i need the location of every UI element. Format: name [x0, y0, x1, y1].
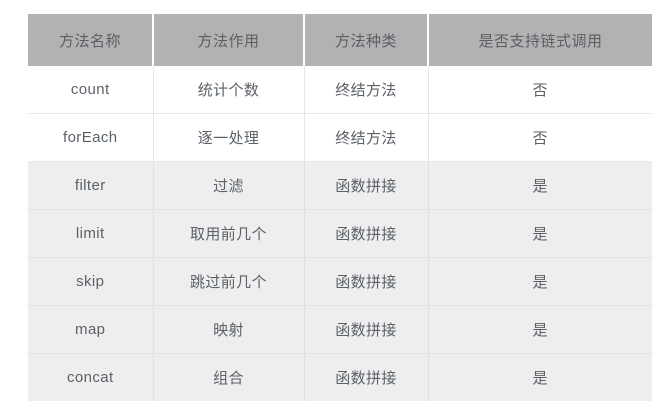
cell-method-effect: 统计个数	[153, 66, 305, 114]
method-table-container: 方法名称 方法作用 方法种类 是否支持链式调用 count 统计个数 终结方法 …	[28, 14, 652, 401]
cell-method-name: filter	[28, 161, 154, 210]
cell-method-name: map	[28, 305, 154, 354]
cell-method-kind: 函数拼接	[304, 161, 429, 210]
column-header-method-effect: 方法作用	[153, 14, 305, 66]
cell-method-name: forEach	[28, 113, 154, 162]
cell-method-kind: 函数拼接	[304, 257, 429, 306]
cell-method-name: limit	[28, 209, 154, 258]
cell-chainable: 是	[428, 161, 652, 210]
cell-chainable: 是	[428, 209, 652, 258]
table-row: concat 组合 函数拼接 是	[28, 353, 652, 401]
table-row: count 统计个数 终结方法 否	[28, 66, 652, 114]
table-row: map 映射 函数拼接 是	[28, 305, 652, 354]
cell-method-effect: 组合	[153, 353, 305, 401]
cell-chainable: 是	[428, 305, 652, 354]
cell-method-kind: 函数拼接	[304, 209, 429, 258]
cell-chainable: 是	[428, 257, 652, 306]
cell-method-effect: 逐一处理	[153, 113, 305, 162]
cell-method-kind: 函数拼接	[304, 305, 429, 354]
column-header-method-kind: 方法种类	[304, 14, 429, 66]
table-body: count 统计个数 终结方法 否 forEach 逐一处理 终结方法 否 fi…	[28, 66, 652, 401]
table-row: limit 取用前几个 函数拼接 是	[28, 209, 652, 258]
cell-method-name: concat	[28, 353, 154, 401]
table-header-row: 方法名称 方法作用 方法种类 是否支持链式调用	[28, 14, 652, 66]
cell-method-effect: 取用前几个	[153, 209, 305, 258]
table-row: skip 跳过前几个 函数拼接 是	[28, 257, 652, 306]
table-header: 方法名称 方法作用 方法种类 是否支持链式调用	[28, 14, 652, 66]
cell-chainable: 否	[428, 66, 652, 114]
cell-method-kind: 函数拼接	[304, 353, 429, 401]
table-row: forEach 逐一处理 终结方法 否	[28, 113, 652, 162]
cell-method-name: count	[28, 66, 154, 114]
cell-method-effect: 跳过前几个	[153, 257, 305, 306]
table-row: filter 过滤 函数拼接 是	[28, 161, 652, 210]
stream-method-table: 方法名称 方法作用 方法种类 是否支持链式调用 count 统计个数 终结方法 …	[28, 14, 652, 401]
cell-method-kind: 终结方法	[304, 66, 429, 114]
column-header-chainable: 是否支持链式调用	[428, 14, 652, 66]
cell-chainable: 是	[428, 353, 652, 401]
cell-method-kind: 终结方法	[304, 113, 429, 162]
cell-method-effect: 过滤	[153, 161, 305, 210]
column-header-method-name: 方法名称	[28, 14, 154, 66]
cell-chainable: 否	[428, 113, 652, 162]
cell-method-name: skip	[28, 257, 154, 306]
cell-method-effect: 映射	[153, 305, 305, 354]
